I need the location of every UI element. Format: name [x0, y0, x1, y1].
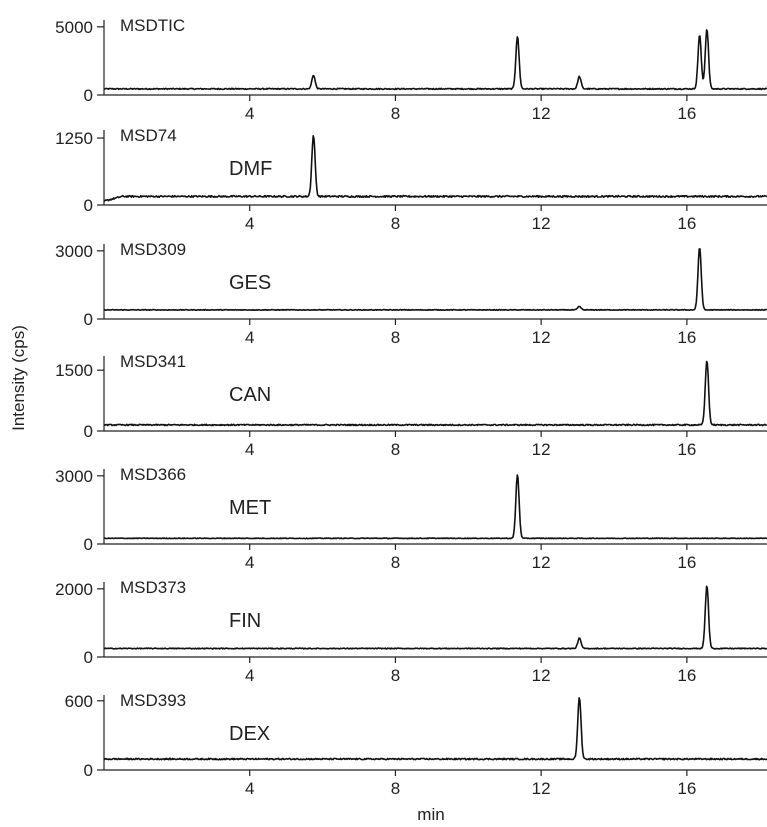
compound-label: MET: [229, 497, 271, 519]
compound-label: DEX: [229, 723, 270, 745]
y-tick-label: 0: [84, 196, 93, 215]
panel-msdtic: 0 5000 4 8 12 16 MSDTIC: [55, 16, 767, 123]
x-tick-label: 16: [677, 666, 696, 685]
x-tick-label: 4: [245, 328, 254, 347]
y-tick-label: 2000: [55, 580, 93, 599]
x-tick-label: 16: [677, 553, 696, 572]
compound-label: DMF: [229, 158, 272, 180]
x-tick-label: 8: [391, 440, 400, 459]
panel-msd341: 0 1500 4 8 12 16 MSD341 CAN: [55, 352, 767, 459]
y-tick-label: 600: [65, 692, 93, 711]
x-tick-label: 8: [391, 104, 400, 123]
y-tick-label: 0: [84, 422, 93, 441]
x-tick-label: 16: [677, 328, 696, 347]
panel-msd393: 0 600 4 8 12 16 MSD393 DEX: [65, 691, 767, 798]
x-tick-label: 16: [677, 214, 696, 233]
x-tick-label: 8: [391, 779, 400, 798]
x-tick-label: 16: [677, 779, 696, 798]
trace-line: [103, 585, 767, 650]
x-tick-label: 12: [532, 553, 551, 572]
channel-label: MSD393: [120, 691, 186, 710]
panel-msd74: 0 1250 4 8 12 16 MSD74 DMF: [55, 126, 767, 233]
x-tick-label: 12: [532, 328, 551, 347]
panels-group: 0 5000 4 8 12 16 MSDTIC 0 1250 4 8 12 16 MSD74 DMF 0 300…: [55, 16, 767, 798]
panel-msd366: 0 3000 4 8 12 16 MSD366 MET: [55, 465, 767, 572]
x-axis-title: min: [417, 805, 444, 824]
y-tick-label: 0: [84, 535, 93, 554]
channel-label: MSD366: [120, 465, 186, 484]
trace-line: [103, 360, 767, 427]
trace-line: [103, 248, 767, 311]
y-axis-title: Intensity (cps): [9, 325, 28, 431]
x-tick-label: 4: [245, 553, 254, 572]
x-tick-label: 8: [391, 553, 400, 572]
y-tick-label: 1250: [55, 129, 93, 148]
compound-label: FIN: [229, 610, 261, 632]
y-tick-label: 5000: [55, 18, 93, 37]
y-tick-label: 3000: [55, 242, 93, 261]
trace-line: [103, 29, 767, 91]
x-tick-label: 12: [532, 214, 551, 233]
x-tick-label: 16: [677, 104, 696, 123]
channel-label: MSD373: [120, 578, 186, 597]
trace-line: [103, 474, 767, 540]
trace-line: [103, 135, 767, 202]
panel-msd309: 0 3000 4 8 12 16 MSD309 GES: [55, 240, 767, 347]
x-tick-label: 4: [245, 440, 254, 459]
compound-label: GES: [229, 272, 271, 294]
x-tick-label: 12: [532, 440, 551, 459]
channel-label: MSD74: [120, 126, 177, 145]
y-tick-label: 1500: [55, 361, 93, 380]
x-tick-label: 12: [532, 104, 551, 123]
x-tick-label: 12: [532, 779, 551, 798]
x-tick-label: 8: [391, 214, 400, 233]
trace-line: [103, 697, 767, 761]
y-tick-label: 3000: [55, 467, 93, 486]
channel-label: MSDTIC: [120, 16, 185, 35]
y-tick-label: 0: [84, 86, 93, 105]
x-tick-label: 12: [532, 666, 551, 685]
compound-label: CAN: [229, 384, 271, 406]
x-tick-label: 4: [245, 779, 254, 798]
y-tick-label: 0: [84, 310, 93, 329]
x-tick-label: 4: [245, 214, 254, 233]
channel-label: MSD309: [120, 240, 186, 259]
channel-label: MSD341: [120, 352, 186, 371]
y-tick-label: 0: [84, 761, 93, 780]
x-tick-label: 16: [677, 440, 696, 459]
x-tick-label: 4: [245, 104, 254, 123]
x-tick-label: 8: [391, 328, 400, 347]
panel-msd373: 0 2000 4 8 12 16 MSD373 FIN: [55, 578, 767, 685]
x-tick-label: 8: [391, 666, 400, 685]
y-tick-label: 0: [84, 648, 93, 667]
x-tick-label: 4: [245, 666, 254, 685]
